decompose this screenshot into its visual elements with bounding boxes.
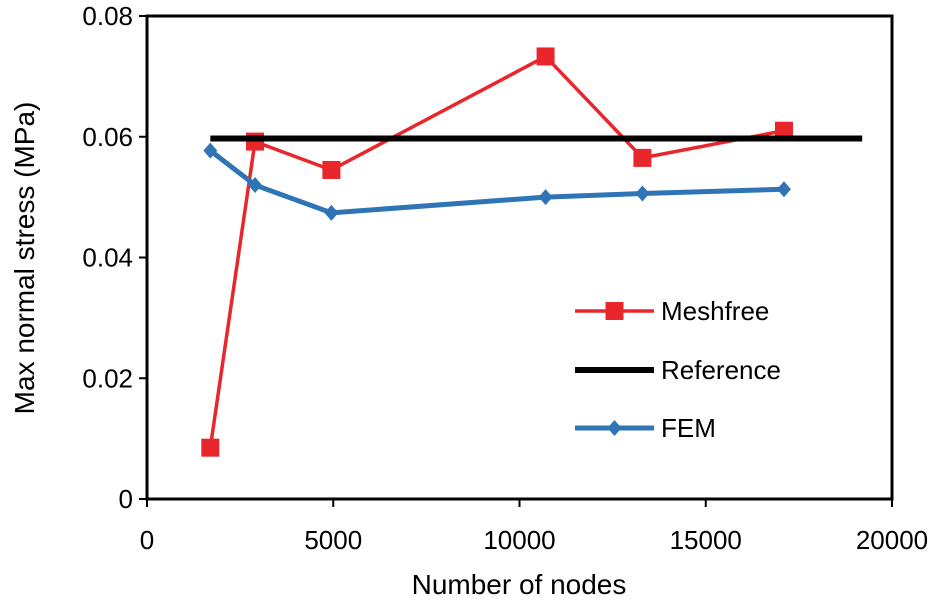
data-point-fem [203, 142, 218, 159]
legend-entry-meshfree: Meshfree [575, 296, 769, 326]
legend-entry-fem: FEM [575, 413, 716, 443]
data-point-fem [248, 177, 263, 194]
data-point-meshfree [246, 132, 265, 151]
y-tick-label: 0.08 [82, 1, 133, 31]
legend-label: Meshfree [661, 296, 769, 326]
legend-marker [605, 302, 624, 320]
x-axis-title: Number of nodes [412, 569, 627, 600]
data-point-meshfree [322, 160, 341, 179]
series-layer [201, 47, 863, 457]
series-line-fem [208, 148, 785, 216]
legend-marker [607, 420, 622, 436]
x-tick-label: 20000 [856, 525, 928, 555]
y-tick-label: 0 [119, 484, 133, 514]
x-tick-label: 15000 [670, 525, 742, 555]
x-axis-ticks: 0 5000 10000 15000 20000 [140, 499, 928, 555]
legend-label: Reference [661, 355, 781, 385]
y-tick-label: 0.04 [82, 243, 133, 273]
y-tick-label: 0.02 [82, 363, 133, 393]
data-point-meshfree [633, 148, 652, 167]
y-axis-ticks: 0 0.02 0.04 0.06 0.08 [82, 1, 147, 514]
legend: Meshfree Reference FEM [575, 296, 781, 443]
data-point-fem [635, 185, 650, 202]
data-point-fem [538, 189, 553, 206]
data-point-meshfree [201, 438, 220, 457]
y-axis-title: Max normal stress (MPa) [9, 102, 40, 415]
x-tick-label: 0 [140, 525, 154, 555]
legend-entry-reference: Reference [575, 355, 781, 385]
data-point-fem [776, 181, 791, 198]
series-line-meshfree [208, 54, 785, 448]
legend-label: FEM [661, 413, 716, 443]
x-tick-label: 5000 [304, 525, 362, 555]
x-tick-label: 10000 [483, 525, 555, 555]
data-point-meshfree [774, 121, 793, 140]
data-point-meshfree [536, 47, 555, 66]
y-tick-label: 0.06 [82, 122, 133, 152]
data-point-fem [324, 204, 339, 221]
plot-area [145, 14, 894, 501]
series-fem [203, 142, 791, 221]
